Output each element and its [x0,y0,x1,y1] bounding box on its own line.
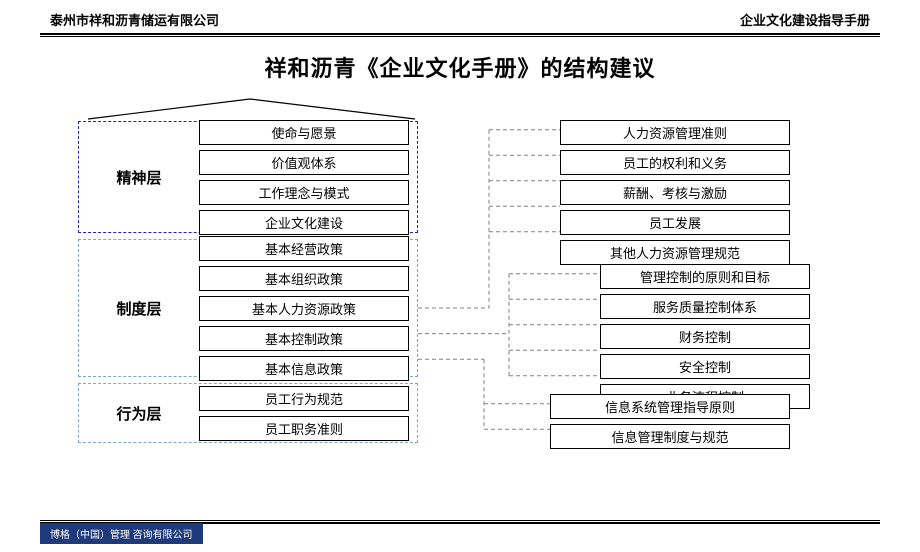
sub-item: 信息系统管理指导原则 [550,394,790,419]
layer-label: 精神层 [79,167,199,188]
layer-item: 员工职务准则 [199,416,409,441]
sub-item: 薪酬、考核与激励 [560,180,790,205]
header-right: 企业文化建设指导手册 [740,10,870,29]
header-rule [40,33,880,37]
layer-label: 制度层 [79,298,199,319]
sub-item: 管理控制的原则和目标 [600,264,810,289]
layer-items: 员工行为规范员工职务准则 [199,378,417,448]
sub-item: 员工的权利和义务 [560,150,790,175]
sub-item: 服务质量控制体系 [600,294,810,319]
layer-item: 工作理念与模式 [199,180,409,205]
layer-label: 行为层 [79,403,199,424]
page-header: 泰州市祥和沥青储运有限公司 企业文化建设指导手册 [0,0,920,33]
header-left: 泰州市祥和沥青储运有限公司 [50,10,219,29]
sub-group-0: 人力资源管理准则员工的权利和义务薪酬、考核与激励员工发展其他人力资源管理规范 [560,117,790,267]
sub-group-2: 信息系统管理指导原则信息管理制度与规范 [550,391,790,451]
layer-items: 基本经营政策基本组织政策基本人力资源政策基本控制政策基本信息政策 [199,228,417,388]
sub-item: 安全控制 [600,354,810,379]
sub-item: 财务控制 [600,324,810,349]
layer-1: 制度层基本经营政策基本组织政策基本人力资源政策基本控制政策基本信息政策 [78,239,418,377]
sub-item: 员工发展 [560,210,790,235]
footer-bar: 博格（中国）管理 咨询有限公司 [40,523,203,544]
layer-items: 使命与愿景价值观体系工作理念与模式企业文化建设 [199,112,417,242]
layer-2: 行为层员工行为规范员工职务准则 [78,383,418,443]
layer-item: 基本人力资源政策 [199,296,409,321]
layer-item: 基本控制政策 [199,326,409,351]
diagram-canvas: 精神层使命与愿景价值观体系工作理念与模式企业文化建设制度层基本经营政策基本组织政… [40,91,880,501]
sub-item: 人力资源管理准则 [560,120,790,145]
layer-item: 使命与愿景 [199,120,409,145]
sub-item: 信息管理制度与规范 [550,424,790,449]
page-title: 祥和沥青《企业文化手册》的结构建议 [0,51,920,83]
layer-item: 基本经营政策 [199,236,409,261]
sub-group-1: 管理控制的原则和目标服务质量控制体系财务控制安全控制业务流程控制 [600,261,810,411]
layer-item: 基本信息政策 [199,356,409,381]
layer-item: 价值观体系 [199,150,409,175]
layer-0: 精神层使命与愿景价值观体系工作理念与模式企业文化建设 [78,121,418,233]
layer-item: 员工行为规范 [199,386,409,411]
layer-item: 基本组织政策 [199,266,409,291]
